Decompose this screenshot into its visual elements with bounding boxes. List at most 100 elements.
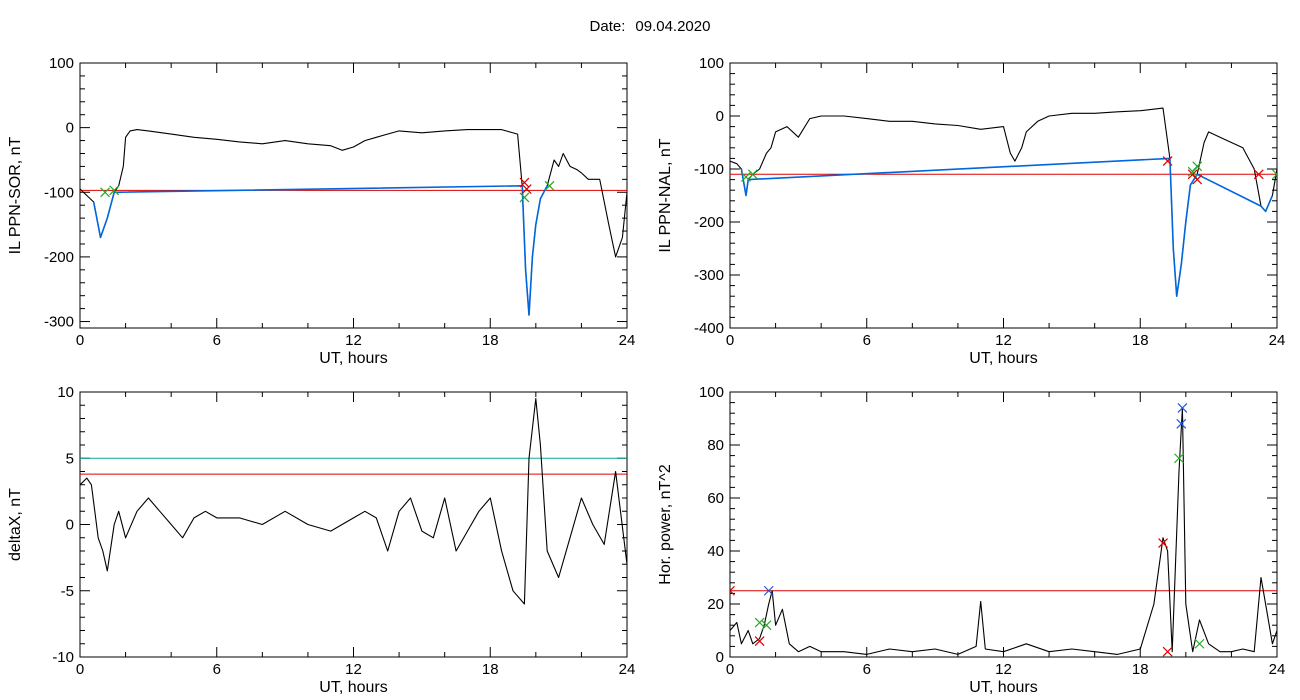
y-tick-label: 20 [707, 596, 724, 613]
x-tick-label: 24 [619, 661, 636, 678]
y-tick-label: 10 [57, 384, 74, 401]
y-tick-label: -200 [44, 249, 74, 266]
series-line [730, 407, 1277, 655]
chart-panel-sor: 0 6 12 18 24 100 0 -100 -200 -300 UT, hours IL PPN-… [7, 55, 635, 367]
plot-frame [79, 62, 628, 329]
marker [747, 169, 758, 180]
chart-panel-power: 0 6 12 18 24 100 80 60 40 20 0 UT, hours Hor. power,… [657, 384, 1285, 696]
series-line [92, 185, 548, 316]
y-tick-label: -100 [694, 161, 724, 178]
x-tick-label: 0 [726, 661, 734, 678]
marker [754, 617, 765, 628]
marker-stroke [730, 585, 735, 592]
x-tick-label: 0 [76, 661, 84, 678]
marker [519, 192, 530, 203]
y-tick-label: 60 [707, 490, 724, 507]
y-tick-label: 0 [716, 108, 724, 125]
y-tick-label: -300 [694, 267, 724, 284]
marker-stroke [754, 617, 765, 628]
x-tick-label: 6 [213, 332, 221, 349]
y-tick-label: 0 [66, 517, 74, 534]
plot-area [730, 107, 1277, 298]
y-tick-label: -200 [694, 214, 724, 231]
y-tick-label: 100 [49, 55, 74, 72]
marker-stroke [519, 177, 530, 188]
plot-area [730, 402, 1277, 657]
x-tick-label: 24 [1269, 332, 1286, 349]
marker [544, 180, 555, 191]
marker-stroke [1162, 156, 1173, 166]
x-tick-label: 12 [995, 332, 1012, 349]
y-tick-label: -5 [61, 583, 74, 600]
marker-stroke [1174, 453, 1184, 464]
y-tick-label: -300 [44, 314, 74, 331]
y-axis-title: Hor. power, nT^2 [657, 464, 674, 585]
y-tick-label: -100 [44, 184, 74, 201]
y-axis-title: IL PPN-SOR, nT [7, 136, 24, 254]
x-axis-title: UT, hours [319, 679, 387, 696]
marker-stroke [1253, 169, 1264, 180]
y-tick-label: 100 [699, 55, 724, 72]
marker-stroke [1187, 169, 1198, 180]
x-tick-label: 12 [995, 661, 1012, 678]
marker-stroke [519, 192, 530, 203]
series-line [80, 129, 627, 316]
x-tick-label: 0 [76, 332, 84, 349]
marker-stroke [544, 180, 555, 191]
marker [741, 172, 751, 182]
plot-frame [729, 62, 1278, 329]
marker-stroke [1272, 173, 1277, 180]
marker [730, 585, 735, 596]
marker [1194, 638, 1205, 649]
marker [1253, 169, 1264, 180]
x-tick-label: 18 [1132, 332, 1149, 349]
x-axis-title: UT, hours [969, 350, 1037, 367]
marker [761, 620, 772, 631]
y-tick-label: 5 [66, 450, 74, 467]
marker [754, 636, 765, 647]
marker [763, 585, 774, 596]
y-tick-label: 100 [699, 384, 724, 401]
marker-stroke [1192, 161, 1203, 172]
plot-frame [729, 391, 1278, 658]
marker [1176, 418, 1187, 429]
marker-stroke [1158, 538, 1168, 548]
marker [1162, 156, 1173, 166]
y-tick-label: 0 [66, 120, 74, 137]
marker-stroke [730, 589, 735, 596]
series-line [740, 157, 1274, 298]
y-tick-label: -400 [694, 320, 724, 337]
marker-stroke [1192, 174, 1203, 185]
plot-area [80, 398, 627, 605]
x-axis-title: UT, hours [319, 350, 387, 367]
date-label: Date: [589, 18, 626, 35]
marker-stroke [521, 184, 532, 194]
x-tick-label: 6 [213, 661, 221, 678]
marker-stroke [747, 169, 758, 180]
marker-stroke [763, 585, 774, 596]
x-tick-label: 18 [482, 332, 499, 349]
marker-stroke [109, 185, 120, 196]
plot-area [80, 129, 627, 316]
chart-panel-nal: 0 6 12 18 24 100 0 -100 -200 -300 -400 UT, hours IL … [657, 55, 1285, 367]
x-tick-label: 18 [482, 661, 499, 678]
y-tick-label: -10 [52, 649, 74, 666]
y-axis-title: IL PPN-NAL, nT [657, 138, 674, 252]
marker-stroke [1162, 646, 1173, 657]
x-tick-label: 6 [863, 332, 871, 349]
marker [1158, 538, 1168, 548]
marker [1162, 646, 1173, 657]
marker-stroke [1176, 418, 1187, 429]
marker [1174, 453, 1184, 464]
marker [521, 184, 532, 194]
marker [1272, 169, 1277, 180]
x-tick-label: 12 [345, 332, 362, 349]
x-tick-label: 0 [726, 332, 734, 349]
y-tick-label: 0 [716, 649, 724, 666]
x-tick-label: 18 [1132, 661, 1149, 678]
x-axis-title: UT, hours [969, 679, 1037, 696]
marker [1177, 402, 1188, 413]
page-title: Date: 09.04.2020 [0, 18, 1300, 35]
marker-stroke [741, 172, 751, 182]
